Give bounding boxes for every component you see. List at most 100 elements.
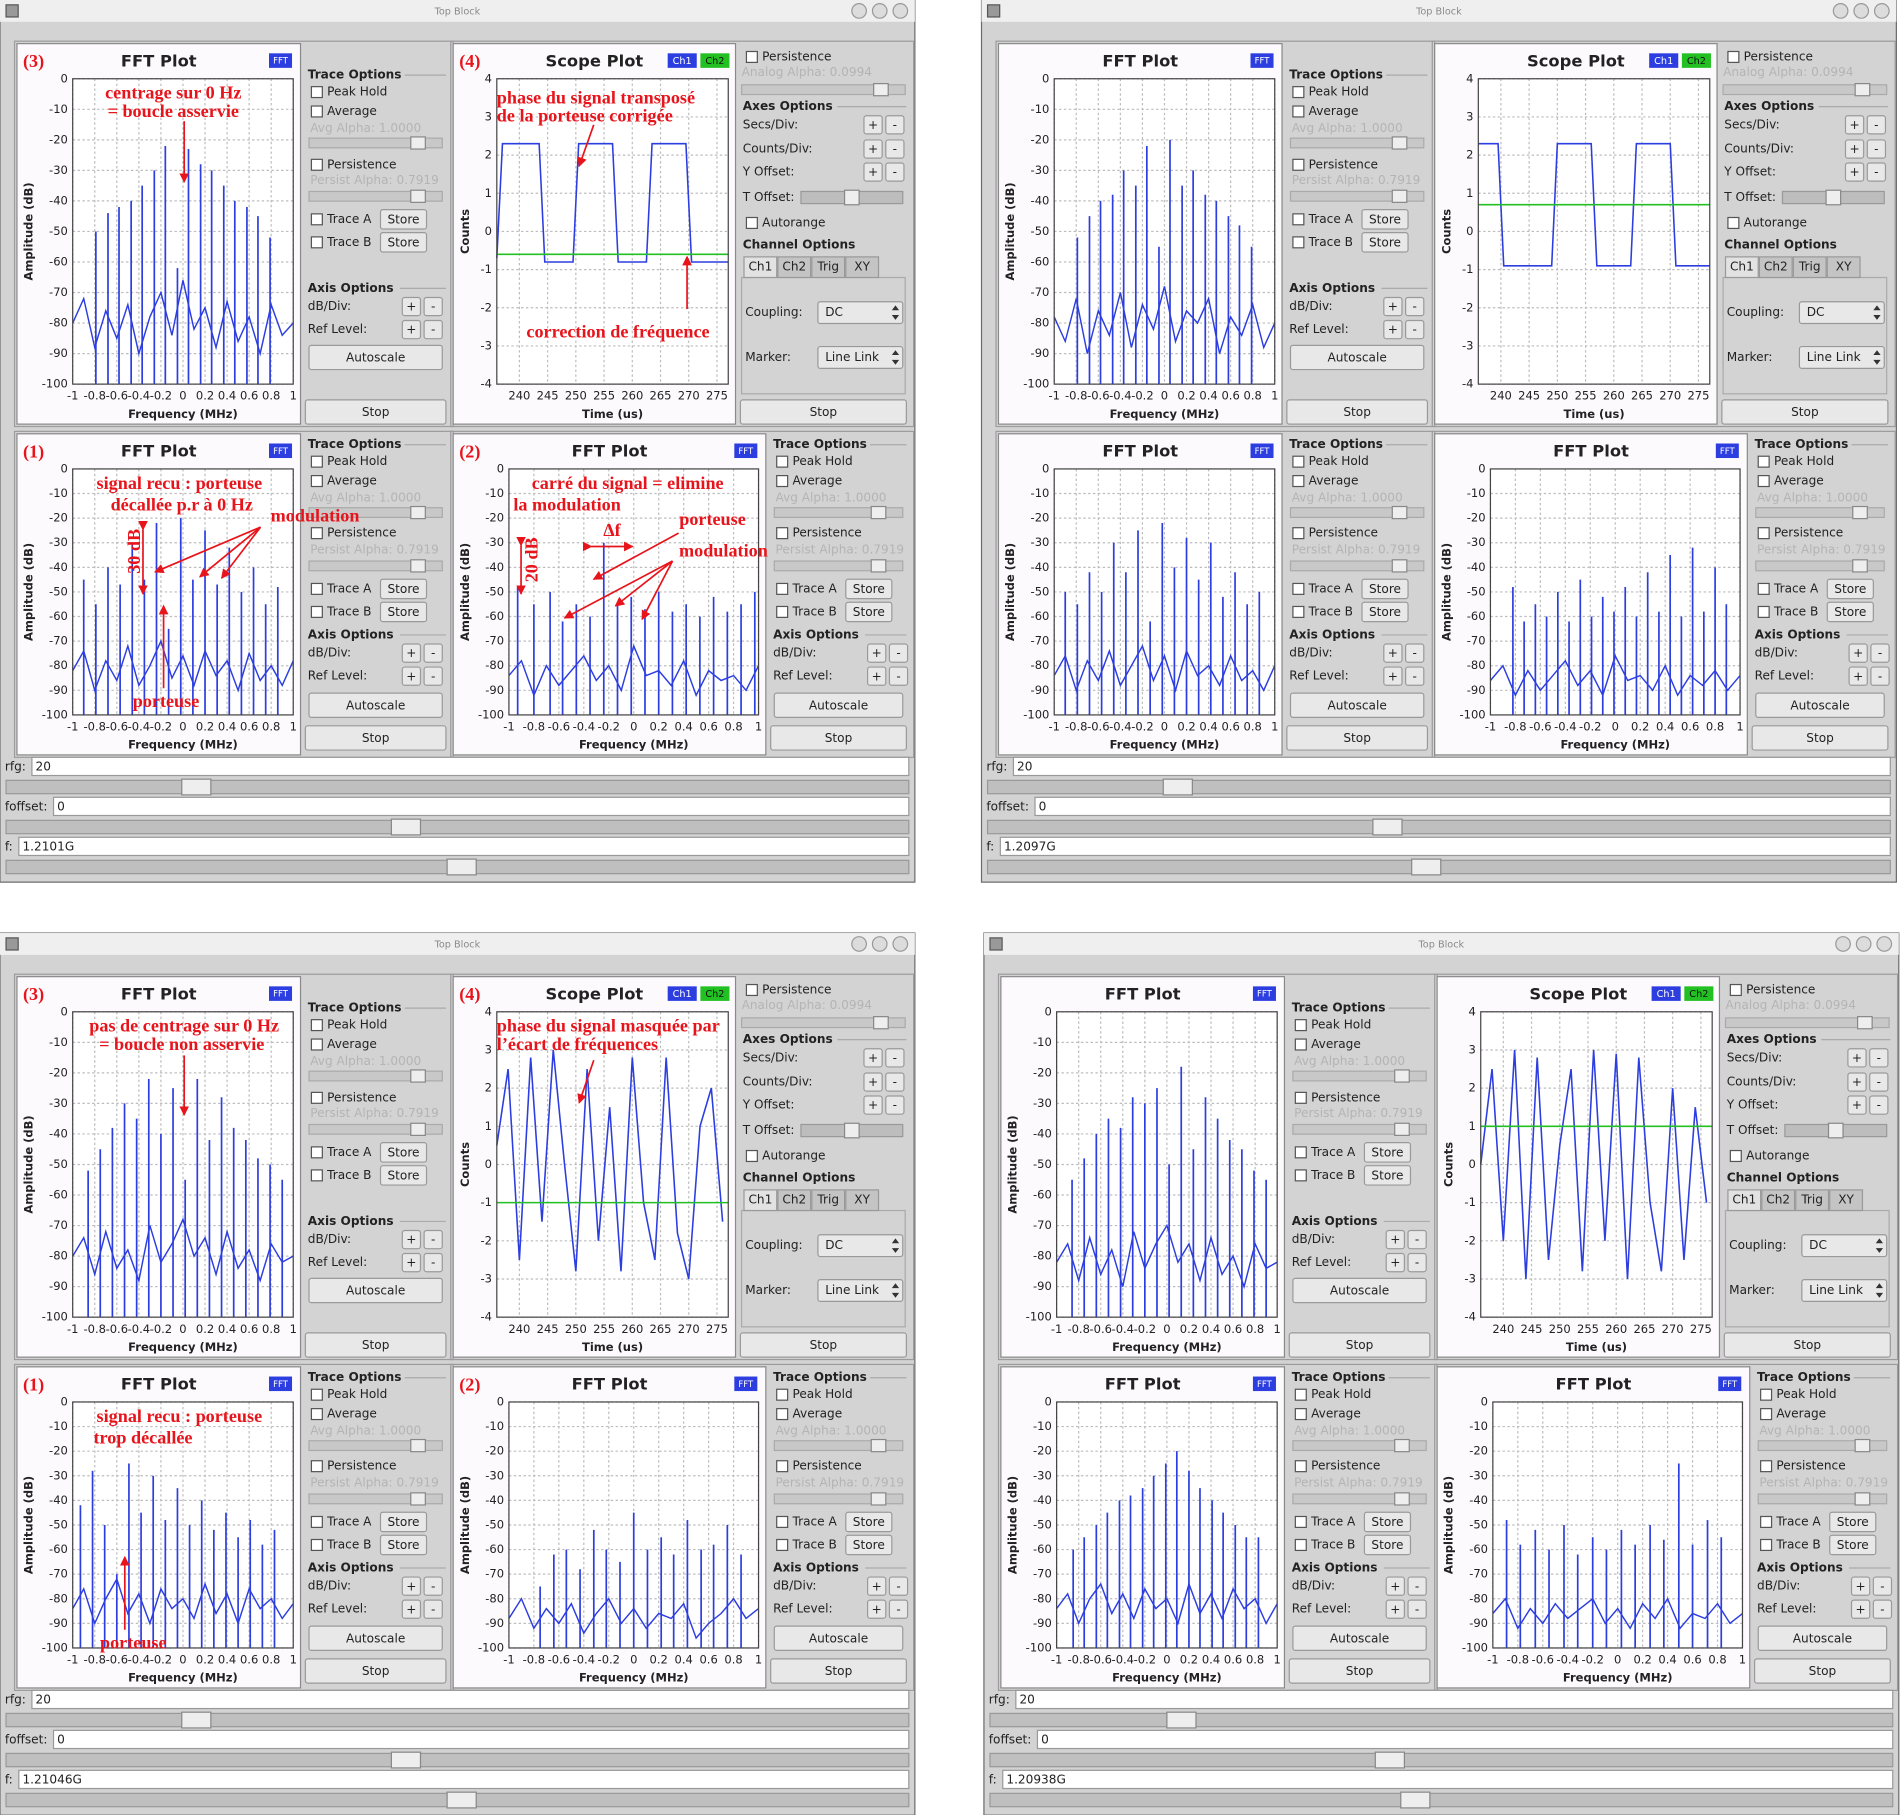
- checkbox[interactable]: [1757, 582, 1770, 595]
- stop-button[interactable]: [770, 725, 907, 751]
- slider-handle[interactable]: [1166, 1711, 1197, 1729]
- minus-button[interactable]: [423, 666, 443, 686]
- checkbox[interactable]: [1729, 1149, 1742, 1163]
- checkbox[interactable]: [1727, 216, 1740, 230]
- minus-button[interactable]: [885, 1048, 905, 1068]
- window-button[interactable]: [892, 3, 909, 19]
- checkbox[interactable]: [1760, 1388, 1773, 1401]
- slider-track[interactable]: [308, 1123, 443, 1135]
- stop-button[interactable]: [304, 725, 447, 751]
- slider-handle[interactable]: [410, 559, 426, 573]
- checkbox[interactable]: [1292, 105, 1305, 118]
- minus-button[interactable]: [1866, 162, 1887, 182]
- plus-button[interactable]: [1385, 1229, 1406, 1250]
- checkbox[interactable]: [776, 474, 789, 488]
- window-button[interactable]: [851, 3, 867, 19]
- checkbox[interactable]: [1757, 474, 1770, 488]
- slider-track[interactable]: [308, 560, 443, 572]
- text-field[interactable]: [1012, 756, 1891, 777]
- checkbox[interactable]: [1294, 1019, 1307, 1032]
- plus-button[interactable]: [401, 1599, 422, 1619]
- tab[interactable]: [811, 1189, 846, 1212]
- checkbox[interactable]: [1292, 158, 1305, 171]
- plus-button[interactable]: [1850, 1599, 1871, 1619]
- minus-button[interactable]: [1869, 1048, 1889, 1068]
- slider-handle[interactable]: [1852, 559, 1868, 573]
- plus-button[interactable]: [866, 643, 887, 663]
- checkbox[interactable]: [776, 455, 789, 468]
- slider-handle[interactable]: [1854, 83, 1871, 97]
- slider-handle[interactable]: [1825, 189, 1842, 206]
- slider-handle[interactable]: [1374, 1751, 1406, 1769]
- text-field[interactable]: [31, 1689, 910, 1710]
- slider-track[interactable]: [308, 1070, 443, 1082]
- autoscale-button[interactable]: [1292, 1625, 1427, 1651]
- tab[interactable]: [743, 256, 778, 279]
- store-button[interactable]: [1829, 1511, 1877, 1533]
- slider-handle[interactable]: [410, 189, 426, 203]
- slider-handle[interactable]: [410, 136, 426, 150]
- store-button[interactable]: [379, 601, 428, 623]
- store-button[interactable]: [1826, 578, 1874, 600]
- checkbox[interactable]: [1294, 1388, 1307, 1401]
- store-button[interactable]: [845, 601, 893, 623]
- slider-track[interactable]: [5, 1752, 910, 1768]
- slider-track[interactable]: [1289, 560, 1425, 572]
- checkbox[interactable]: [310, 455, 323, 468]
- plus-button[interactable]: [1844, 139, 1865, 159]
- combo-box[interactable]: [1798, 345, 1885, 369]
- slider-track[interactable]: [308, 137, 443, 149]
- slider-handle[interactable]: [410, 1438, 426, 1453]
- checkbox[interactable]: [776, 1408, 789, 1421]
- slider-handle[interactable]: [1854, 1438, 1871, 1453]
- checkbox[interactable]: [1294, 1408, 1307, 1421]
- slider-handle[interactable]: [1391, 136, 1408, 150]
- combo-box[interactable]: [817, 301, 904, 325]
- minus-button[interactable]: [885, 162, 905, 182]
- minus-button[interactable]: [1407, 1576, 1427, 1596]
- slider-track[interactable]: [1292, 1123, 1427, 1135]
- checkbox[interactable]: [310, 527, 323, 540]
- slider-handle[interactable]: [1391, 505, 1408, 520]
- text-field[interactable]: [1034, 796, 1891, 817]
- checkbox[interactable]: [776, 1388, 789, 1401]
- checkbox[interactable]: [1757, 455, 1770, 468]
- checkbox[interactable]: [1727, 50, 1740, 64]
- plus-button[interactable]: [1847, 1072, 1867, 1092]
- autoscale-button[interactable]: [308, 1277, 443, 1304]
- plus-button[interactable]: [401, 1229, 422, 1250]
- stop-button[interactable]: [739, 399, 907, 425]
- checkbox[interactable]: [310, 1388, 323, 1401]
- minus-button[interactable]: [885, 1095, 905, 1115]
- checkbox[interactable]: [310, 1038, 323, 1051]
- slider-track[interactable]: [1724, 1017, 1890, 1029]
- store-button[interactable]: [379, 232, 428, 253]
- slider-track[interactable]: [1757, 1493, 1888, 1505]
- window-button[interactable]: [1855, 936, 1872, 952]
- slider-track[interactable]: [1292, 1440, 1427, 1452]
- checkbox[interactable]: [310, 236, 323, 249]
- window-button[interactable]: [1832, 3, 1849, 19]
- slider-track[interactable]: [773, 560, 904, 572]
- checkbox[interactable]: [310, 474, 323, 488]
- slider-track[interactable]: [1292, 1493, 1427, 1505]
- tab[interactable]: [1826, 256, 1861, 279]
- autoscale-button[interactable]: [308, 692, 443, 718]
- checkbox[interactable]: [310, 1019, 323, 1032]
- store-button[interactable]: [1363, 1534, 1412, 1556]
- checkbox[interactable]: [1294, 1038, 1307, 1051]
- minus-button[interactable]: [1872, 1599, 1893, 1619]
- checkbox[interactable]: [1292, 582, 1305, 595]
- checkbox[interactable]: [1294, 1091, 1307, 1104]
- combo-box[interactable]: [1798, 301, 1885, 325]
- checkbox[interactable]: [776, 605, 789, 618]
- store-button[interactable]: [845, 1534, 893, 1556]
- stop-button[interactable]: [304, 1658, 447, 1684]
- stop-button[interactable]: [1286, 725, 1429, 751]
- slider-handle[interactable]: [843, 189, 860, 206]
- store-button[interactable]: [1363, 1165, 1412, 1186]
- slider-handle[interactable]: [873, 83, 889, 97]
- minus-button[interactable]: [885, 1072, 905, 1092]
- plus-button[interactable]: [863, 139, 883, 159]
- slider-handle[interactable]: [1394, 1069, 1410, 1083]
